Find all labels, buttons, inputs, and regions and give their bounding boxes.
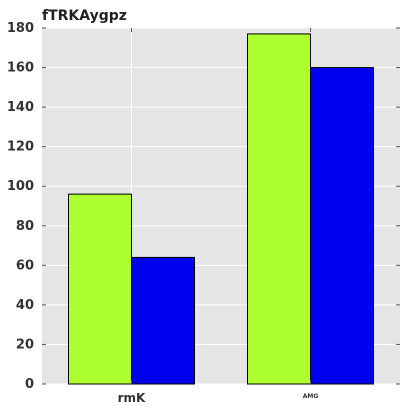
- x-tick-label: AMG: [303, 393, 319, 400]
- y-tick-label: 160: [7, 61, 34, 76]
- bar-rmK-series-2: [131, 256, 195, 385]
- bar-AMG-series-2: [310, 67, 374, 385]
- y-axis: 0 20 40 60 80 100 120 140 160 180: [7, 21, 400, 392]
- bar-rmK-series-1: [68, 193, 132, 385]
- chart-title: fTRKAygpz: [42, 8, 127, 24]
- y-tick-label: 0: [25, 377, 34, 392]
- y-tick-label: 80: [16, 219, 34, 234]
- y-tick-label: 140: [7, 100, 34, 115]
- bar-AMG-series-1: [247, 33, 311, 385]
- y-tick-label: 100: [7, 179, 34, 194]
- y-tick-label: 60: [16, 258, 34, 273]
- y-tick-label: 180: [7, 21, 34, 36]
- x-tick-label: rmK: [118, 391, 146, 405]
- bars: [68, 33, 374, 385]
- y-tick-label: 20: [16, 337, 34, 352]
- y-tick-label: 120: [7, 140, 34, 155]
- y-tick-label: 40: [16, 298, 34, 313]
- x-axis: rmK AMG: [118, 28, 319, 405]
